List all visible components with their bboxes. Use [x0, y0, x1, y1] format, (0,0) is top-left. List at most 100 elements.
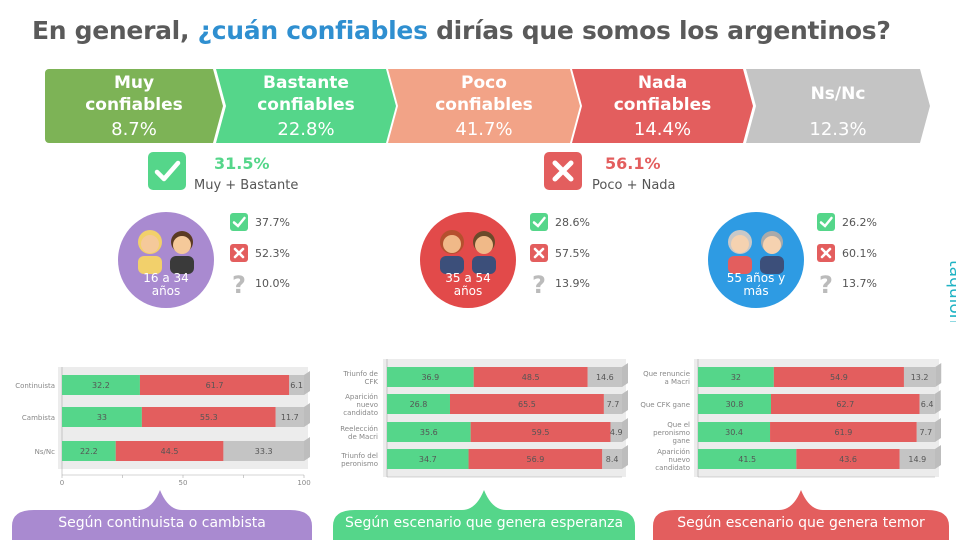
age-group-distrust-value: 60.1%: [842, 247, 877, 260]
bar-value-label: 32.2: [92, 381, 110, 390]
bar-segment: [698, 449, 797, 469]
bar-value-label: 13.2: [911, 373, 929, 382]
confidence-segment-label: Muy confiables: [45, 69, 223, 116]
category-label: candidato: [343, 409, 378, 417]
bar-segment: [602, 449, 622, 469]
category-label: Aparición: [657, 448, 690, 456]
bar-segment: [387, 394, 450, 414]
scenario-charts: 0 50 100 32.2 61.7 6.1 Continuista 33 55.3 11.7 Ca…: [15, 359, 942, 487]
age-group-label-line1: 35 a 54: [445, 271, 491, 285]
category-label: peronismo: [653, 429, 690, 437]
age-group-label-line2: años: [453, 284, 483, 298]
bar-segment: [698, 367, 774, 387]
title-suffix: dirías que somos los argentinos?: [427, 16, 891, 45]
people-icon: [728, 230, 784, 274]
confidence-segment-label: Nada confiables: [572, 69, 753, 116]
chart-banner-label: Según escenario que genera temor: [677, 515, 925, 531]
bar-segment: [587, 367, 622, 387]
confidence-segment: Nada confiables 14.4%: [572, 69, 753, 143]
bar-segment: [903, 367, 936, 387]
bar-shadow: [622, 445, 628, 469]
cross-icon: [530, 244, 548, 262]
age-group-distrust-value: 57.5%: [555, 247, 590, 260]
bar-shadow: [934, 390, 941, 414]
segment-label-line2: confiables: [435, 95, 533, 115]
age-group-circle: 16 a 34 años: [118, 212, 214, 308]
bar-segment: [899, 449, 935, 469]
negative-label: Poco + Nada: [592, 178, 676, 193]
category-label: Triunfo de: [342, 370, 378, 378]
bar-value-label: 59.5: [532, 428, 550, 437]
bar-value-label: 30.8: [726, 400, 744, 409]
bar-shadow: [622, 418, 628, 442]
title-highlight: ¿cuán confiables: [197, 16, 428, 45]
category-label: peronismo: [341, 460, 378, 468]
bar-shadow: [622, 363, 628, 387]
confidence-segment-value: 12.3%: [809, 119, 867, 140]
confidence-segment: Bastante confiables 22.8%: [216, 69, 396, 143]
category-label: gane: [673, 437, 690, 445]
category-label: Triunfo del: [340, 452, 378, 460]
confidence-segment: Ns/Nc 12.3%: [746, 69, 930, 143]
bar-segment: [603, 394, 622, 414]
bar-value-label: 7.7: [920, 428, 933, 437]
age-group-nsnc-value: 10.0%: [255, 277, 290, 290]
bar-value-label: 65.5: [518, 400, 536, 409]
bar-segment: [115, 441, 224, 461]
x-tick-label: 0: [60, 479, 64, 487]
bar-segment: [387, 367, 474, 387]
bar-value-label: 55.3: [200, 413, 218, 422]
category-label: nuevo: [356, 401, 378, 409]
check-icon: [530, 213, 548, 231]
segment-label-line1: Muy: [113, 73, 155, 93]
bar-value-label: 62.7: [836, 400, 854, 409]
category-label: CFK: [364, 378, 378, 386]
bar-shadow: [304, 403, 310, 427]
category-label: Que renuncie: [643, 370, 690, 378]
age-group-trust-value: 28.6%: [555, 216, 590, 229]
segment-label-line2: confiables: [85, 95, 183, 115]
category-label: Que CFK gane: [640, 401, 690, 409]
confidence-bar: Muy confiables 8.7% Bastante confiables 22.8%…: [45, 69, 930, 143]
category-label: nuevo: [668, 456, 690, 464]
bar-value-label: 7.7: [607, 400, 620, 409]
bar-value-label: 33.3: [255, 447, 273, 456]
chart-banner-label: Según continuista o cambista: [58, 515, 266, 531]
category-label: Continuista: [15, 382, 55, 390]
bar-segment: [770, 394, 920, 414]
bar-shadow: [304, 437, 310, 461]
bar-shadow: [304, 371, 310, 395]
bar-segment: [62, 375, 140, 395]
confidence-segment-value: 8.7%: [111, 119, 157, 140]
age-group-nsnc-value: 13.7%: [842, 277, 877, 290]
bar-segment: [289, 375, 304, 395]
bar-segment: [387, 422, 471, 442]
age-group-label-line1: 16 a 34: [143, 271, 189, 285]
category-label: Que el: [667, 421, 690, 429]
bar-segment: [387, 449, 469, 469]
age-group-trust-value: 26.2%: [842, 216, 877, 229]
bar-segment: [770, 422, 917, 442]
question-icon: ?: [819, 271, 833, 299]
bar-value-label: 61.7: [206, 381, 224, 390]
bar-value-label: 4.9: [610, 428, 623, 437]
category-label: a Macri: [664, 378, 690, 386]
people-icon: [440, 230, 496, 274]
bar-segment: [141, 407, 276, 427]
bar-value-label: 14.6: [596, 373, 614, 382]
bar-segment: [62, 441, 116, 461]
bar-value-label: 8.4: [606, 455, 619, 464]
segment-label-line2: confiables: [613, 95, 712, 115]
confidence-segment-label: Bastante confiables: [216, 69, 396, 116]
confidence-segment-value: 41.7%: [455, 119, 513, 140]
category-label: Cambista: [22, 414, 55, 422]
bar-value-label: 43.6: [839, 455, 857, 464]
bar-segment: [275, 407, 304, 427]
bar-segment: [223, 441, 304, 461]
segment-label-line1: Bastante: [263, 73, 349, 93]
confidence-segment: Poco confiables 41.7%: [388, 69, 580, 143]
confidence-segment-value: 14.4%: [633, 119, 692, 140]
taquion-logo-svg: taquion: [945, 260, 960, 325]
bar-segment: [773, 367, 904, 387]
people-icon: [138, 230, 194, 274]
